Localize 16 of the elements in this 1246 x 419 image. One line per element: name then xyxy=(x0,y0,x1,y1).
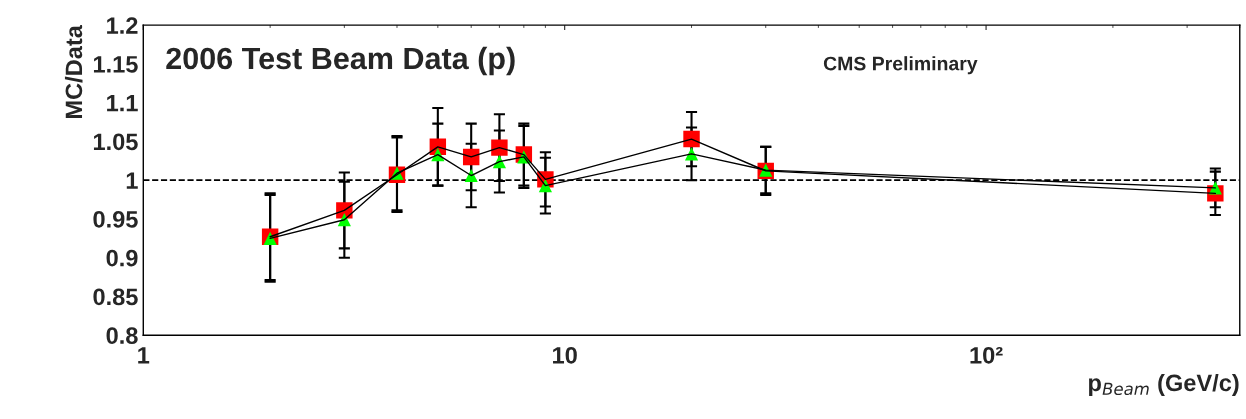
y-tick-label: 1 xyxy=(126,172,138,189)
y-tick-label: 1.2 xyxy=(107,17,138,34)
annotation: CMS Preliminary xyxy=(823,56,978,75)
x-tick-label: 10² xyxy=(970,346,1003,364)
x-tick-label: 10 xyxy=(553,346,577,364)
y-tick-label: 1.1 xyxy=(107,94,138,112)
y-tick-label: 1.15 xyxy=(93,56,138,73)
y-tick-label: 0.85 xyxy=(93,288,138,306)
y-tick-label: 0.9 xyxy=(106,249,138,267)
y-tick-label: 1.05 xyxy=(93,133,138,151)
text: 2006 Test Beam Data (p) xyxy=(166,46,515,76)
y-axis-title: MC/Data xyxy=(64,24,83,119)
y-tick-label: 0.95 xyxy=(93,211,138,228)
x-tick-label: 1 xyxy=(138,347,150,364)
y-tick-label: 0.8 xyxy=(106,327,138,344)
x-axis-title: p$_{Beam}$ (GeV/c) xyxy=(1089,373,1239,396)
